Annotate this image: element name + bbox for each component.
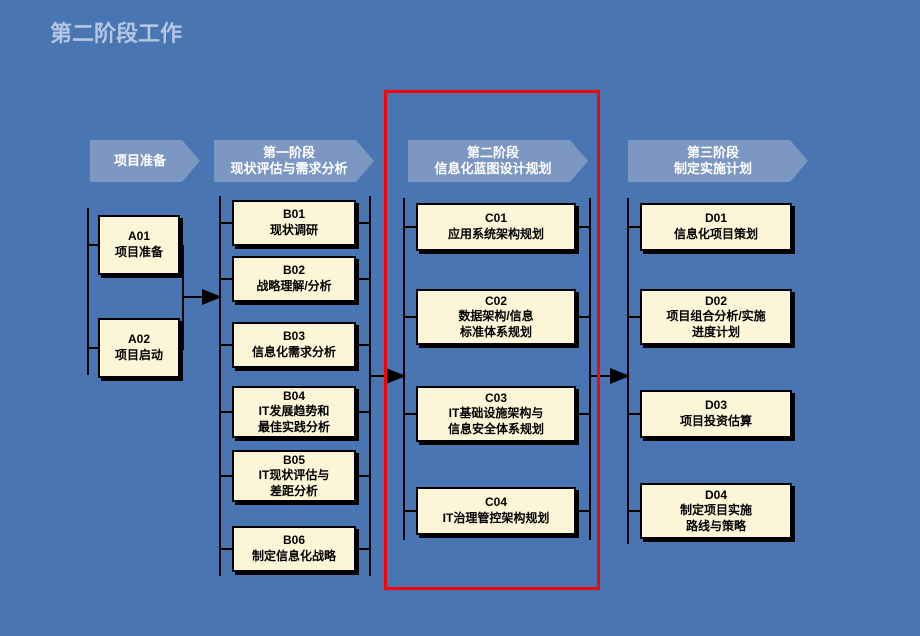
phase-header-b: 第一阶段 现状评估与需求分析 (214, 140, 374, 182)
task-c03-label: IT基础设施架构与 信息安全体系规划 (448, 406, 544, 437)
task-c03: C03IT基础设施架构与 信息安全体系规划 (416, 386, 576, 442)
phase-header-a: 项目准备 (90, 140, 200, 182)
task-b05-label: IT现状评估与 差距分析 (259, 468, 330, 499)
task-c01-code: C01 (485, 211, 507, 227)
task-c02: C02数据架构/信息 标准体系规划 (416, 289, 576, 345)
task-b02: B02战略理解/分析 (232, 256, 356, 302)
task-c04-code: C04 (485, 495, 507, 511)
phase-d-line1: 第三阶段 (687, 145, 739, 161)
task-b06-code: B06 (283, 533, 305, 549)
task-d01-label: 信息化项目策划 (674, 227, 758, 243)
task-d03-code: D03 (705, 398, 727, 414)
task-d02: D02项目组合分析/实施 进度计划 (640, 289, 792, 345)
task-d01-code: D01 (705, 211, 727, 227)
task-d04-code: D04 (705, 488, 727, 504)
task-c02-code: C02 (485, 294, 507, 310)
phase-c-line1: 第二阶段 (467, 145, 519, 161)
task-c01: C01应用系统架构规划 (416, 203, 576, 251)
task-c04: C04IT治理管控架构规划 (416, 487, 576, 535)
task-d02-code: D02 (705, 294, 727, 310)
task-d04: D04制定项目实施 路线与策略 (640, 483, 792, 539)
task-a02-label: 项目启动 (115, 348, 163, 364)
task-a01-label: 项目准备 (115, 245, 163, 261)
task-b06: B06制定信息化战略 (232, 526, 356, 572)
task-a01-code: A01 (128, 229, 150, 245)
task-b06-label: 制定信息化战略 (252, 549, 336, 565)
task-c03-code: C03 (485, 391, 507, 407)
task-b05-code: B05 (283, 453, 305, 469)
phase-header-c: 第二阶段 信息化蓝图设计规划 (408, 140, 588, 182)
task-b01-label: 现状调研 (270, 223, 318, 239)
task-d01: D01信息化项目策划 (640, 203, 792, 251)
page-title: 第二阶段工作 (50, 16, 182, 48)
task-b02-code: B02 (283, 263, 305, 279)
phase-header-d: 第三阶段 制定实施计划 (628, 140, 808, 182)
task-b03: B03信息化需求分析 (232, 322, 356, 368)
task-b01-code: B01 (283, 207, 305, 223)
phase-c-line2: 信息化蓝图设计规划 (434, 161, 551, 177)
task-c04-label: IT治理管控架构规划 (443, 511, 550, 527)
task-b04: B04IT发展趋势和 最佳实践分析 (232, 386, 356, 438)
phase-a-line1: 项目准备 (114, 153, 166, 169)
phase-b-line1: 第一阶段 (263, 145, 315, 161)
task-c01-label: 应用系统架构规划 (448, 227, 544, 243)
task-b03-label: 信息化需求分析 (252, 345, 336, 361)
task-b02-label: 战略理解/分析 (256, 279, 331, 295)
phase-d-line2: 制定实施计划 (674, 161, 752, 177)
task-b01: B01现状调研 (232, 200, 356, 246)
task-d04-label: 制定项目实施 路线与策略 (680, 503, 752, 534)
phase-b-line2: 现状评估与需求分析 (230, 161, 347, 177)
task-a01: A01项目准备 (98, 215, 180, 275)
task-b05: B05IT现状评估与 差距分析 (232, 450, 356, 502)
task-a02: A02项目启动 (98, 318, 180, 378)
task-d03-label: 项目投资估算 (680, 414, 752, 430)
task-b04-label: IT发展趋势和 最佳实践分析 (258, 404, 330, 435)
task-b04-code: B04 (283, 389, 305, 405)
task-a02-code: A02 (128, 332, 150, 348)
task-d03: D03项目投资估算 (640, 390, 792, 438)
task-c02-label: 数据架构/信息 标准体系规划 (458, 309, 533, 340)
task-d02-label: 项目组合分析/实施 进度计划 (666, 309, 765, 340)
task-b03-code: B03 (283, 329, 305, 345)
